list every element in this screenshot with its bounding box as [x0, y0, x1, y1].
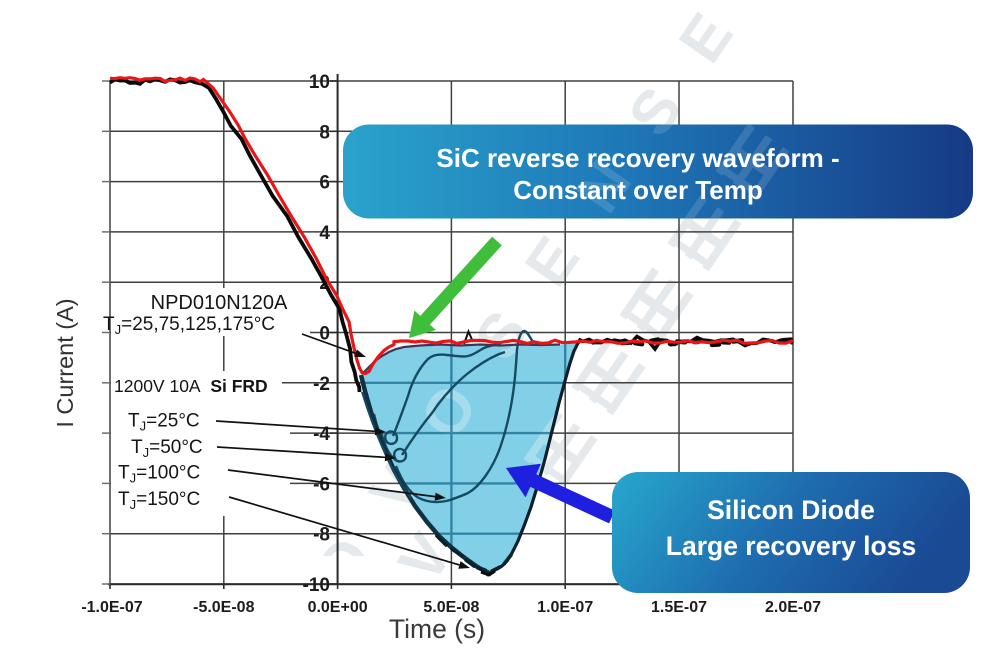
- svg-text:TJ=25,75,125,175°C: TJ=25,75,125,175°C: [103, 314, 275, 337]
- svg-text:6: 6: [319, 173, 330, 194]
- svg-text:0.0E+00: 0.0E+00: [308, 599, 368, 616]
- svg-text:-6: -6: [313, 474, 330, 495]
- svg-text:10: 10: [309, 72, 330, 93]
- svg-text:NPD010N120A: NPD010N120A: [151, 292, 288, 314]
- svg-text:SiC reverse recovery waveform: SiC reverse recovery waveform -: [436, 143, 839, 173]
- svg-text:-2: -2: [313, 374, 330, 395]
- svg-text:Time (s): Time (s): [389, 614, 485, 644]
- svg-text:-4: -4: [313, 424, 330, 445]
- svg-text:0: 0: [319, 324, 330, 345]
- svg-text:8: 8: [319, 122, 330, 143]
- svg-text:Large recovery loss: Large recovery loss: [666, 531, 916, 561]
- svg-text:TJ=150°C: TJ=150°C: [118, 489, 200, 512]
- svg-text:I Current (A): I Current (A): [52, 298, 78, 427]
- svg-text:1200V 10A Si FRD: 1200V 10A Si FRD: [114, 376, 268, 396]
- svg-text:Silicon Diode: Silicon Diode: [707, 495, 875, 525]
- svg-text:5.0E-08: 5.0E-08: [423, 599, 479, 616]
- svg-text:TJ=100°C: TJ=100°C: [118, 463, 200, 486]
- svg-text:Constant over Temp: Constant over Temp: [513, 175, 762, 205]
- svg-text:-8: -8: [313, 525, 330, 546]
- svg-text:2.0E-07: 2.0E-07: [765, 599, 821, 616]
- svg-text:1.0E-07: 1.0E-07: [537, 599, 593, 616]
- svg-text:-1.0E-07: -1.0E-07: [81, 599, 142, 616]
- svg-text:-10: -10: [303, 575, 330, 596]
- svg-text:-5.0E-08: -5.0E-08: [193, 599, 254, 616]
- svg-text:1.5E-07: 1.5E-07: [651, 599, 707, 616]
- svg-text:TJ=50°C: TJ=50°C: [131, 437, 203, 460]
- svg-text:TJ=25°C: TJ=25°C: [128, 411, 200, 434]
- svg-text:4: 4: [319, 223, 330, 244]
